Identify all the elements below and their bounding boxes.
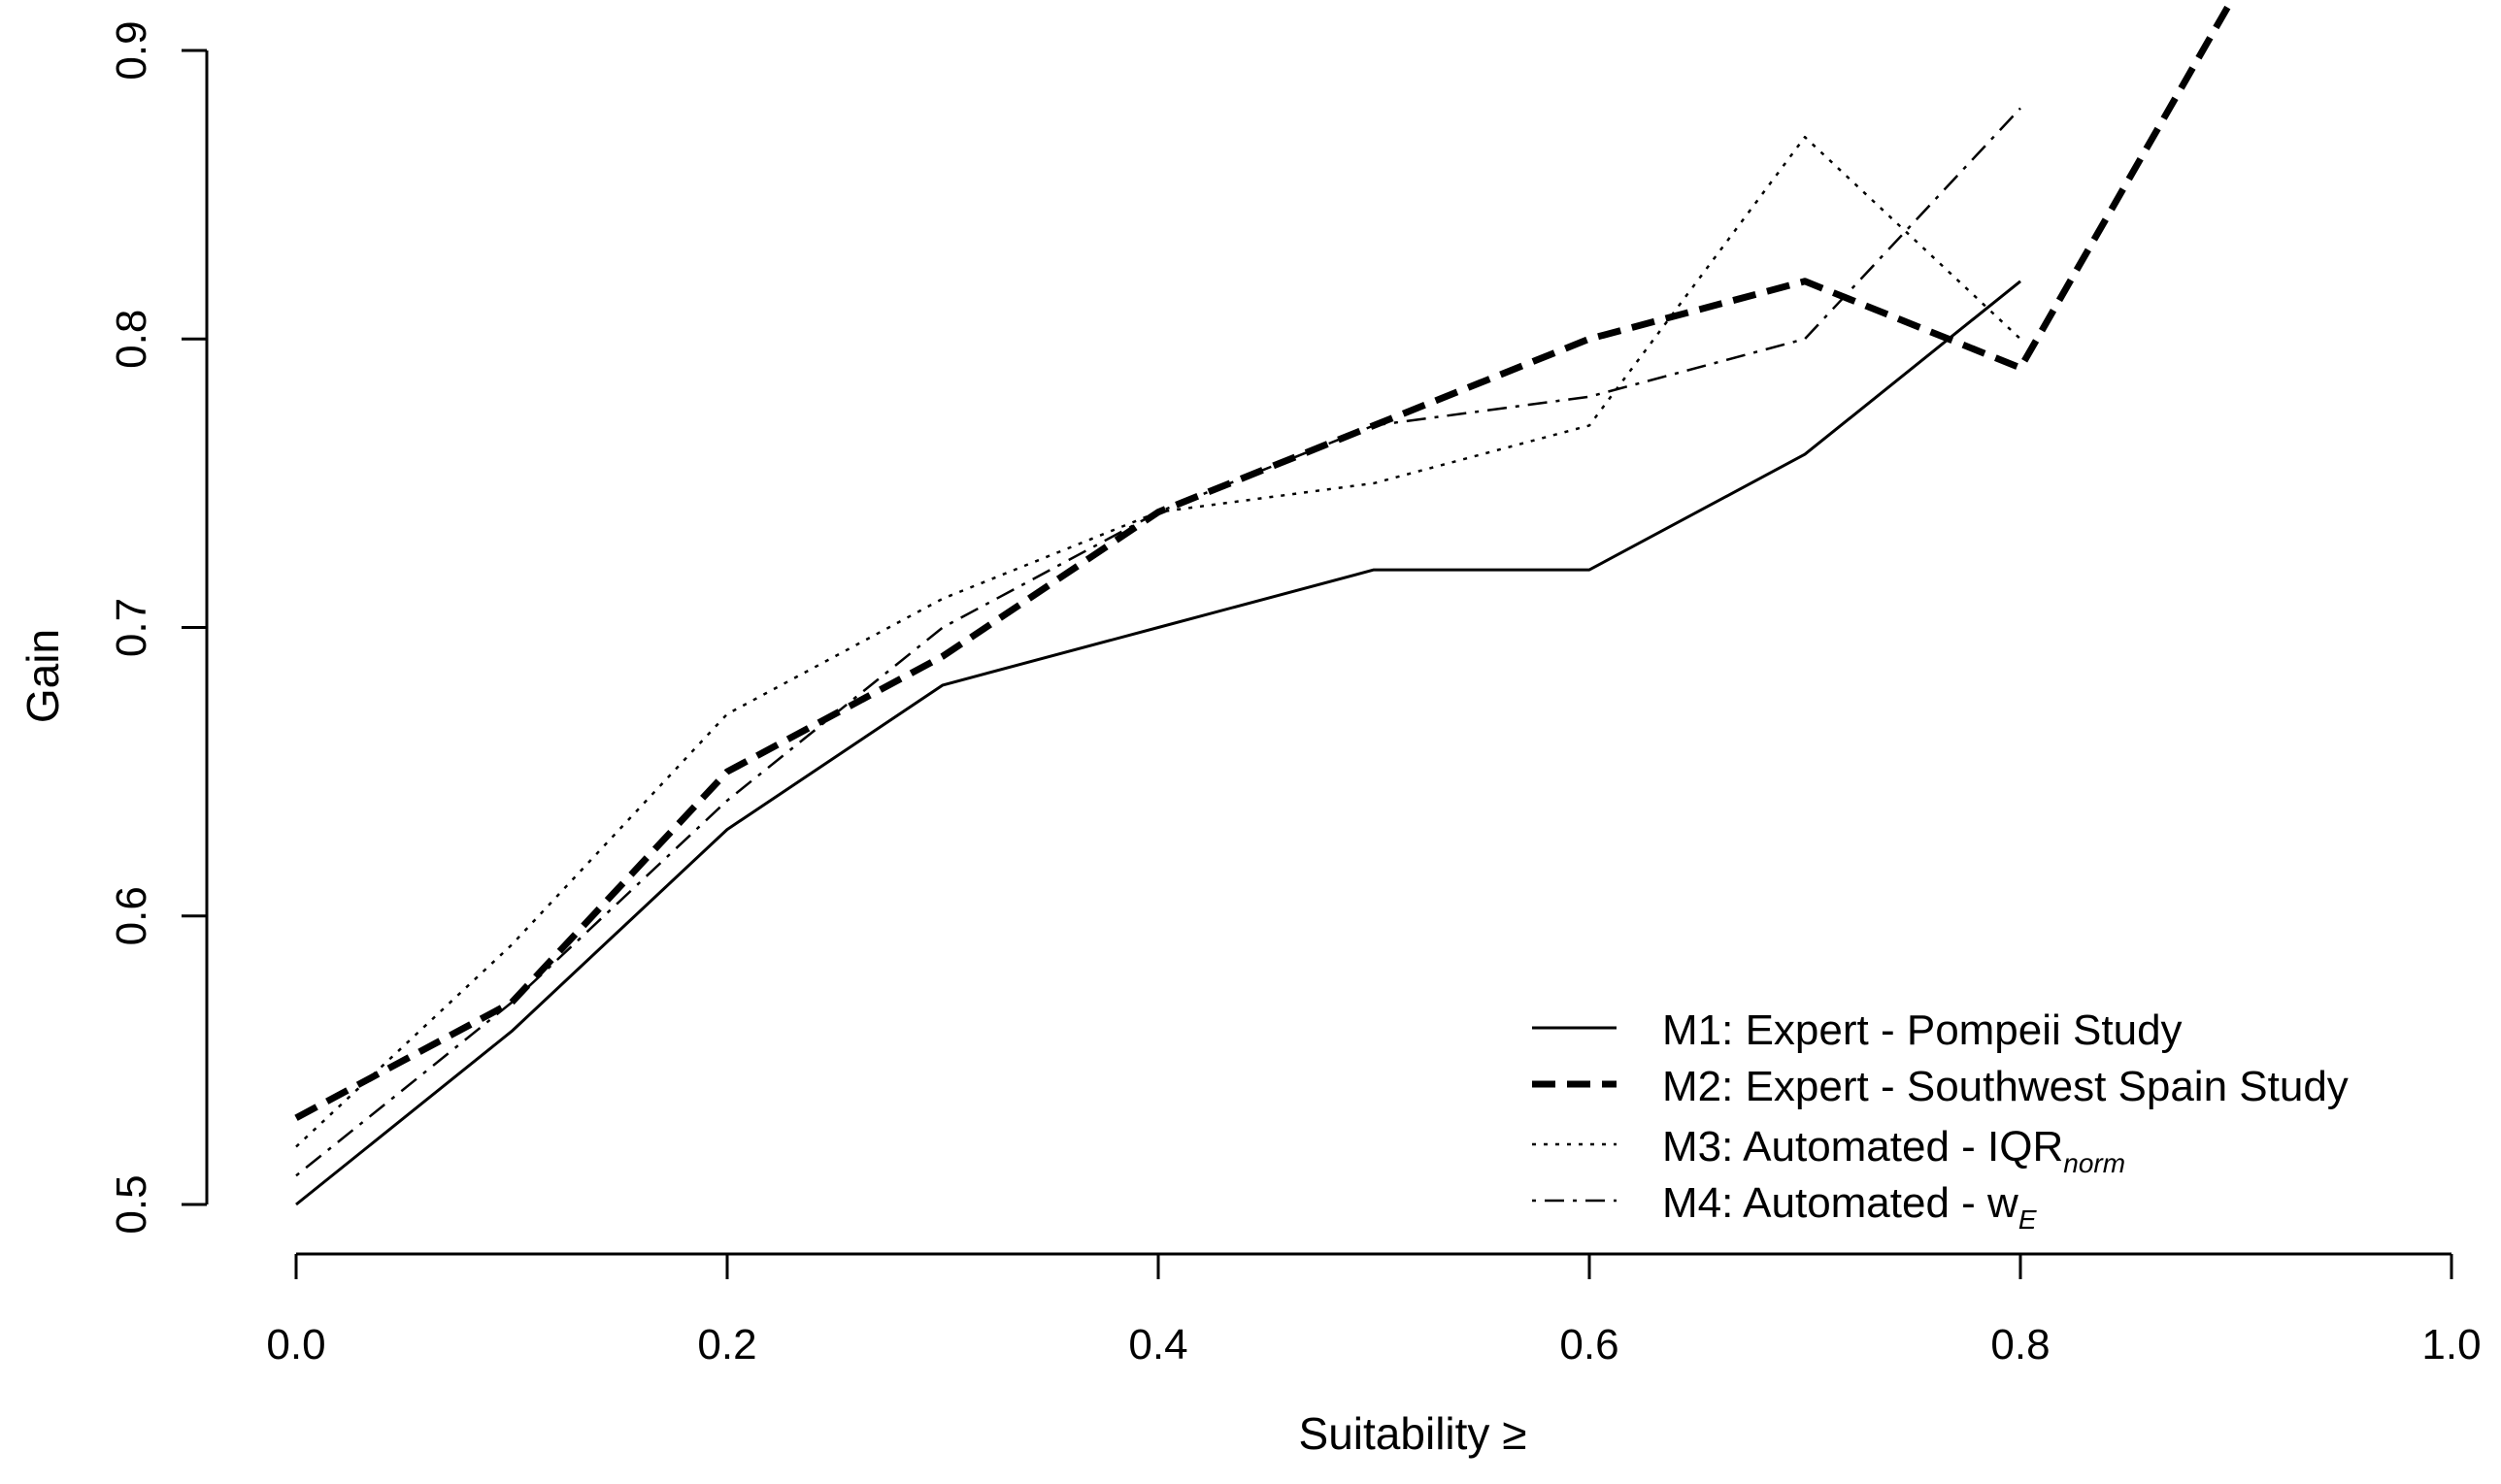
legend: M1: Expert - Pompeii Study M2: Expert - S…	[1532, 1006, 2349, 1235]
series-line-m4	[295, 107, 2021, 1177]
series-layer	[294, 0, 2236, 1206]
y-tick-label: 0.9	[108, 20, 155, 80]
series-line-m1	[295, 280, 2021, 1206]
y-axis-title: Gain	[17, 629, 68, 723]
legend-label-m3: M3: Automated - IQRnorm	[1662, 1123, 2125, 1178]
legend-label-main: M1: Expert - Pompeii Study	[1662, 1006, 2183, 1054]
y-tick-label: 0.5	[108, 1174, 155, 1234]
y-tick-label: 0.8	[108, 310, 155, 369]
x-tick-label: 1.0	[2421, 1321, 2481, 1369]
legend-label-subscript: E	[2018, 1204, 2037, 1235]
x-tick-label: 0.0	[266, 1321, 325, 1369]
series-line-m2	[294, 0, 2236, 1121]
x-tick-label: 0.2	[697, 1321, 756, 1369]
legend-label-subscript: norm	[2063, 1148, 2125, 1178]
legend-label-m4: M4: Automated - wE	[1662, 1179, 2037, 1235]
y-tick-label: 0.6	[108, 886, 155, 945]
series-line-m3	[295, 135, 2021, 1148]
y-tick-label: 0.7	[108, 598, 155, 657]
legend-label-main: M2: Expert - Southwest Spain Study	[1662, 1063, 2349, 1110]
legend-label-main: M4: Automated - w	[1662, 1179, 2018, 1227]
x-tick-label: 0.4	[1128, 1321, 1187, 1369]
x-tick-label: 0.6	[1559, 1321, 1618, 1369]
x-tick-label: 0.8	[1990, 1321, 2050, 1369]
axes: 0.0 0.2 0.4 0.6 0.8 1.0 0.5 0.6 0.7 0.8 0.9 Suitabi…	[17, 20, 2482, 1459]
legend-label-main: M3: Automated - IQR	[1662, 1123, 2063, 1171]
x-axis-title: Suitability ≥	[1299, 1408, 1527, 1459]
legend-label-m2: M2: Expert - Southwest Spain Study	[1662, 1063, 2349, 1110]
legend-label-m1: M1: Expert - Pompeii Study	[1662, 1006, 2183, 1054]
